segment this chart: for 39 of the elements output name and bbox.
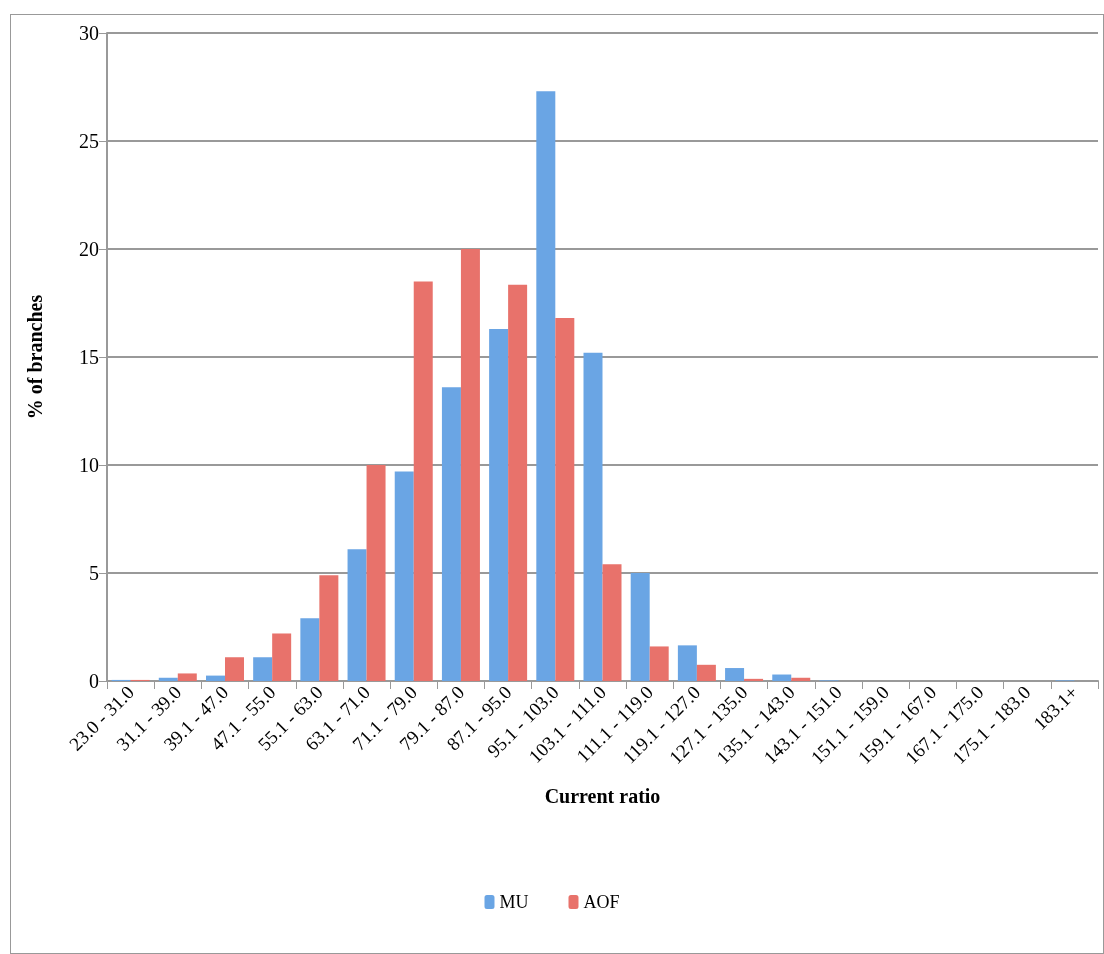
bar [677,645,697,681]
y-axis-title: % of branches [24,294,46,420]
bar [224,657,244,681]
bar [508,284,528,681]
bar [536,91,556,681]
legend-label: MU [499,892,529,912]
bar [394,471,414,681]
bar [347,549,367,681]
bar [602,564,622,681]
y-tick-label: 15 [79,346,99,368]
bar [366,465,386,681]
bar [630,573,650,681]
bar [460,249,480,681]
bar [413,281,433,681]
bar [725,668,745,681]
bar [272,633,292,681]
y-tick-label: 25 [79,130,99,152]
legend-label: AOF [583,892,620,912]
y-tick-label: 5 [89,562,99,584]
y-tick-label: 10 [79,454,99,476]
bar [441,387,461,681]
bar [319,575,339,681]
x-axis-title: Current ratio [544,785,661,807]
bar [158,677,178,681]
bar [300,618,320,681]
bar [253,657,273,681]
bar [555,318,575,681]
bar [772,674,792,681]
y-tick-label: 0 [89,670,99,692]
bar [205,675,225,681]
bar [583,352,603,681]
bar [489,328,509,681]
y-tick-label: 30 [79,22,99,44]
bar [649,646,669,681]
bar [696,664,716,681]
bar [177,673,197,681]
y-tick-label: 20 [79,238,99,260]
bar [744,678,764,681]
bar [791,677,811,681]
